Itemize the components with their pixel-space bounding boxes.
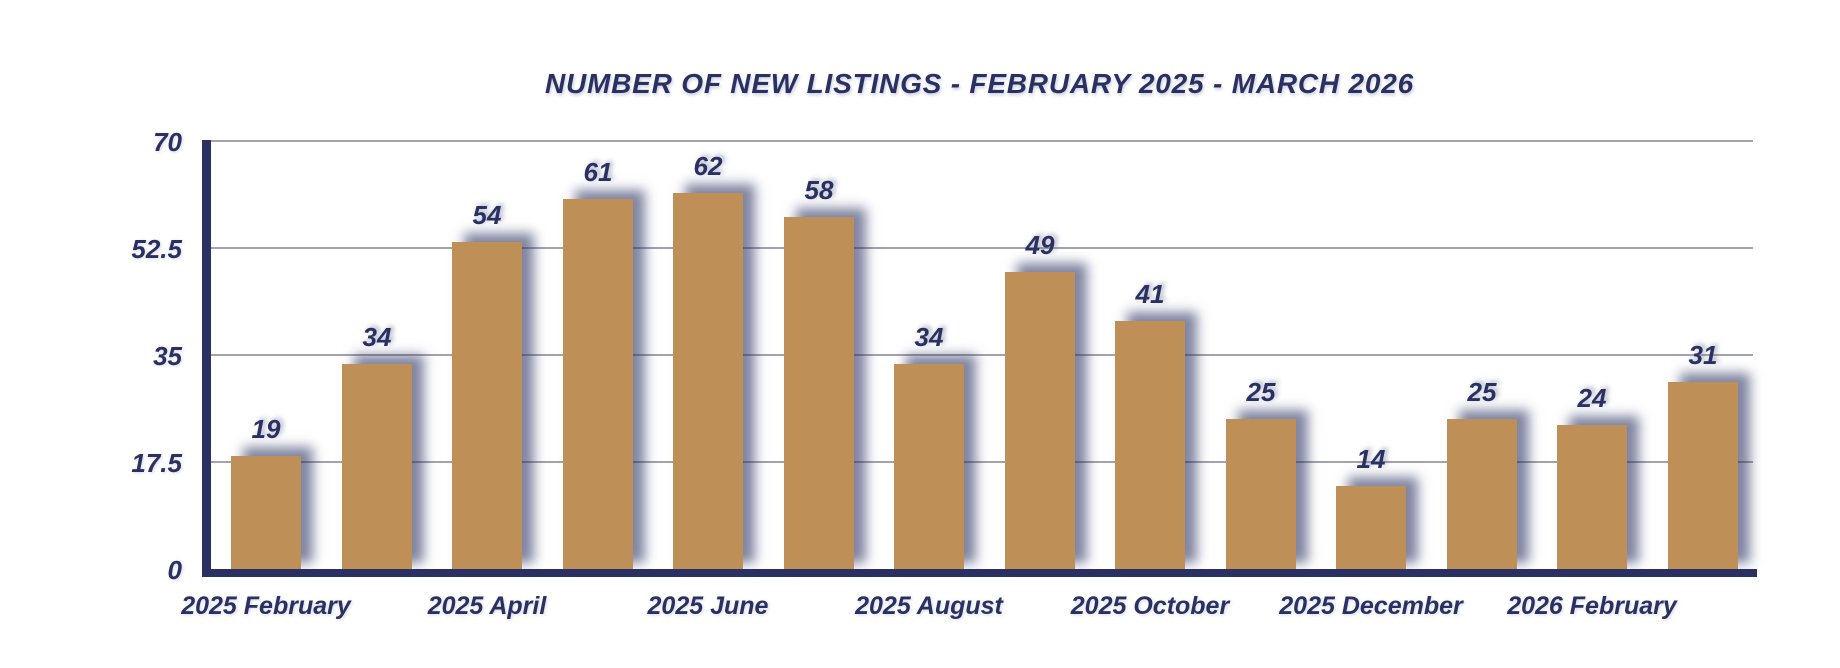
bar-value-label: 41 bbox=[1135, 279, 1165, 309]
bar bbox=[452, 242, 522, 572]
gridline bbox=[211, 354, 1753, 356]
bar bbox=[673, 193, 743, 572]
bar-value-label: 61 bbox=[583, 157, 613, 187]
bar bbox=[1005, 272, 1075, 572]
bar bbox=[1447, 419, 1517, 572]
y-axis-tick-label: 35 bbox=[153, 341, 182, 371]
bar bbox=[894, 364, 964, 572]
y-axis-line bbox=[202, 140, 211, 577]
bar bbox=[784, 217, 854, 572]
bar-value-label: 24 bbox=[1577, 383, 1607, 413]
bar bbox=[231, 456, 301, 572]
y-axis-tick-label: 70 bbox=[153, 127, 182, 157]
x-axis-tick-label: 2025 August bbox=[855, 592, 1003, 620]
bar-value-label: 62 bbox=[693, 151, 723, 181]
x-axis-tick-label: 2025 October bbox=[1070, 592, 1230, 620]
bar-value-label: 14 bbox=[1356, 444, 1386, 474]
bar bbox=[1668, 382, 1738, 572]
bar-value-label: 31 bbox=[1688, 340, 1718, 370]
bar-value-label: 25 bbox=[1467, 377, 1497, 407]
bar bbox=[1557, 425, 1627, 572]
gridline bbox=[211, 140, 1753, 142]
x-axis-tick-label: 2025 April bbox=[427, 592, 547, 620]
gridline bbox=[211, 247, 1753, 249]
bar-value-label: 25 bbox=[1246, 377, 1276, 407]
bar bbox=[1226, 419, 1296, 572]
bar-value-label: 49 bbox=[1025, 230, 1055, 260]
bar bbox=[342, 364, 412, 572]
bar-value-label: 34 bbox=[914, 322, 944, 352]
y-axis-tick-label: 52.5 bbox=[131, 234, 182, 264]
x-axis-tick-label: 2025 December bbox=[1279, 592, 1463, 620]
bar-value-label: 54 bbox=[472, 200, 502, 230]
gridline bbox=[211, 461, 1753, 463]
x-axis-tick-label: 2025 February bbox=[181, 592, 351, 620]
x-axis-tick-label: 2025 June bbox=[647, 592, 769, 620]
y-axis-tick-label: 17.5 bbox=[131, 448, 182, 478]
bar bbox=[1336, 486, 1406, 572]
chart-title: NUMBER OF NEW LISTINGS - FEBRUARY 2025 -… bbox=[544, 68, 1414, 99]
x-axis-line bbox=[202, 569, 1757, 577]
bar bbox=[563, 199, 633, 572]
bar-value-label: 19 bbox=[251, 414, 281, 444]
bar-value-label: 58 bbox=[804, 175, 834, 205]
bar-value-label: 34 bbox=[362, 322, 392, 352]
y-axis-tick-label: 0 bbox=[167, 555, 182, 585]
bar bbox=[1115, 321, 1185, 572]
x-axis-tick-label: 2026 February bbox=[1507, 592, 1677, 620]
